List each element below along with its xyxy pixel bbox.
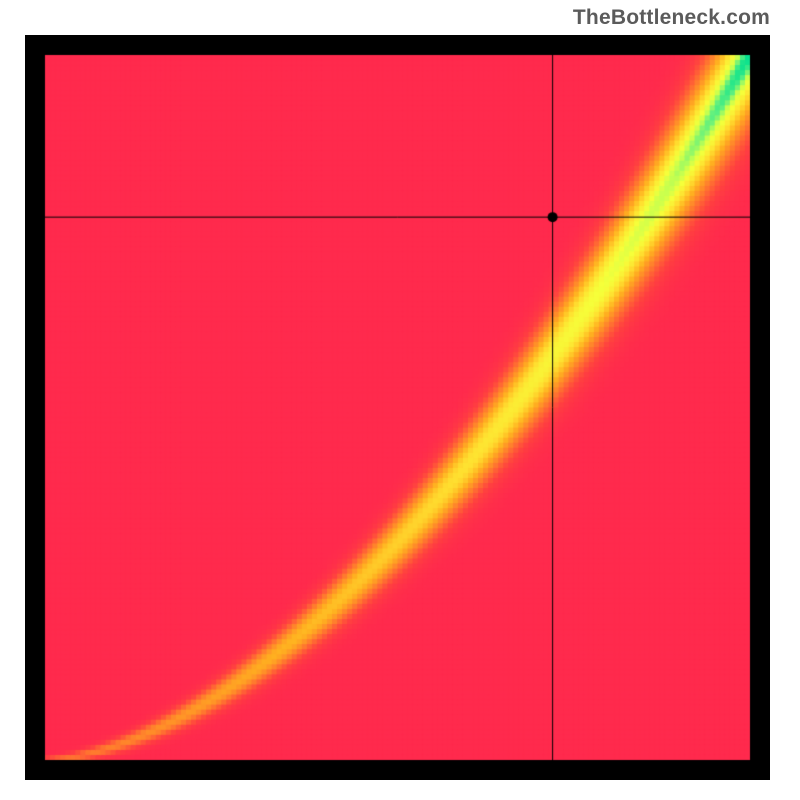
watermark-text: TheBottleneck.com xyxy=(573,6,770,30)
bottleneck-heatmap xyxy=(25,35,770,780)
page-root: TheBottleneck.com xyxy=(0,0,800,800)
heatmap-canvas xyxy=(25,35,770,780)
